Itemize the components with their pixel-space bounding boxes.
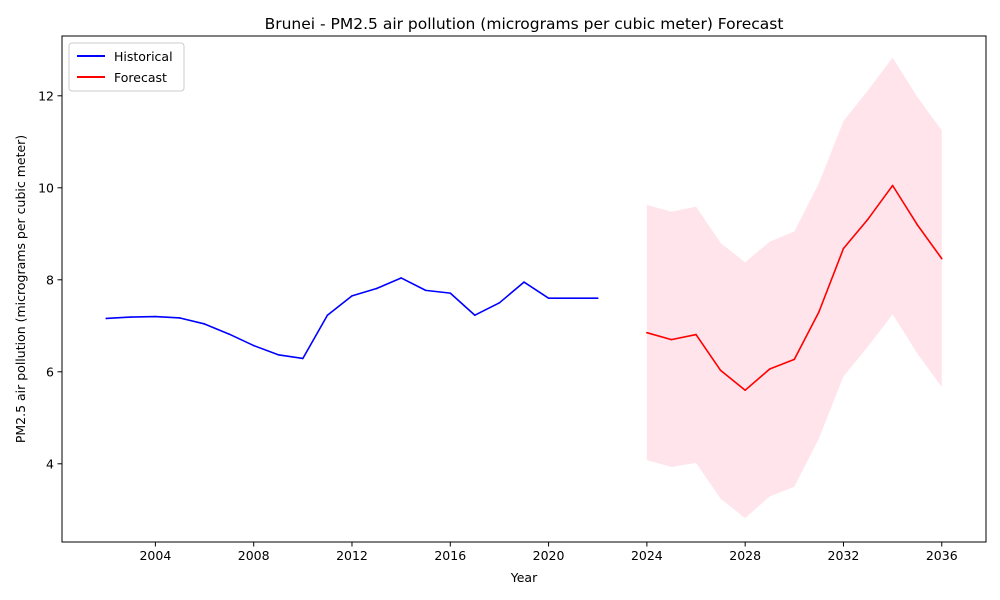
historical-point <box>424 289 427 292</box>
historical-point <box>547 297 550 300</box>
y-tick-label: 8 <box>46 272 54 287</box>
y-tick-label: 6 <box>46 364 54 379</box>
historical-point <box>400 277 402 279</box>
x-tick-label: 2024 <box>631 548 663 563</box>
legend: Historical Forecast <box>68 42 185 92</box>
historical-point <box>154 315 157 318</box>
y-tick-label: 10 <box>38 180 54 195</box>
forecast-point <box>916 223 918 226</box>
historical-point <box>203 323 206 325</box>
forecast-point <box>744 389 746 392</box>
y-axis-label: PM2.5 air pollution (micrograms per cubi… <box>13 135 28 443</box>
x-tick-label: 2036 <box>926 548 958 563</box>
forecast-point <box>891 184 894 187</box>
forecast-point <box>793 358 796 361</box>
x-tick-label: 2028 <box>729 548 761 563</box>
confidence-band-layer <box>646 57 942 519</box>
historical-point <box>277 353 280 356</box>
historical-point <box>252 344 255 347</box>
forecast-point <box>768 368 771 370</box>
forecast-point <box>818 311 820 313</box>
forecast-point <box>719 369 722 372</box>
historical-point <box>375 287 378 290</box>
x-tick-label: 2032 <box>828 548 860 563</box>
historical-point <box>302 357 304 360</box>
legend-label-forecast: Forecast <box>114 70 167 85</box>
forecast-point <box>867 218 869 220</box>
x-tick-label: 2020 <box>533 548 565 563</box>
historical-point <box>130 316 132 318</box>
forecast-point <box>842 247 845 250</box>
historical-point <box>474 314 476 317</box>
x-tick-label: 2016 <box>434 548 466 563</box>
forecast-point <box>646 331 648 334</box>
x-axis-label: Year <box>510 570 538 585</box>
historical-point <box>179 317 181 319</box>
legend-label-historical: Historical <box>114 49 173 64</box>
x-tick-label: 2008 <box>238 548 270 563</box>
y-axis-ticks: 4 6 8 10 12 <box>38 88 62 471</box>
forecast-point <box>695 333 697 336</box>
x-tick-label: 2012 <box>336 548 368 563</box>
historical-point <box>572 297 574 300</box>
historical-point <box>498 302 501 304</box>
historical-point <box>449 292 452 294</box>
x-tick-label: 2004 <box>139 548 171 563</box>
historical-point <box>105 317 108 320</box>
historical-point <box>351 295 353 297</box>
y-tick-label: 12 <box>38 88 54 103</box>
forecast-confidence-band <box>646 57 942 519</box>
forecast-point <box>940 257 943 260</box>
historical-point <box>228 333 230 335</box>
x-axis-ticks: 2004 2008 2012 2016 2020 2024 2028 2032 2036 <box>139 542 958 563</box>
plot-frame <box>61 35 987 543</box>
series-line-layer <box>105 184 943 392</box>
historical-point <box>596 297 599 300</box>
y-tick-label: 4 <box>46 456 54 471</box>
chart-title: Brunei - PM2.5 air pollution (micrograms… <box>265 15 784 33</box>
historical-point <box>326 314 329 317</box>
forecast-point <box>670 338 673 341</box>
historical-point <box>523 281 525 283</box>
